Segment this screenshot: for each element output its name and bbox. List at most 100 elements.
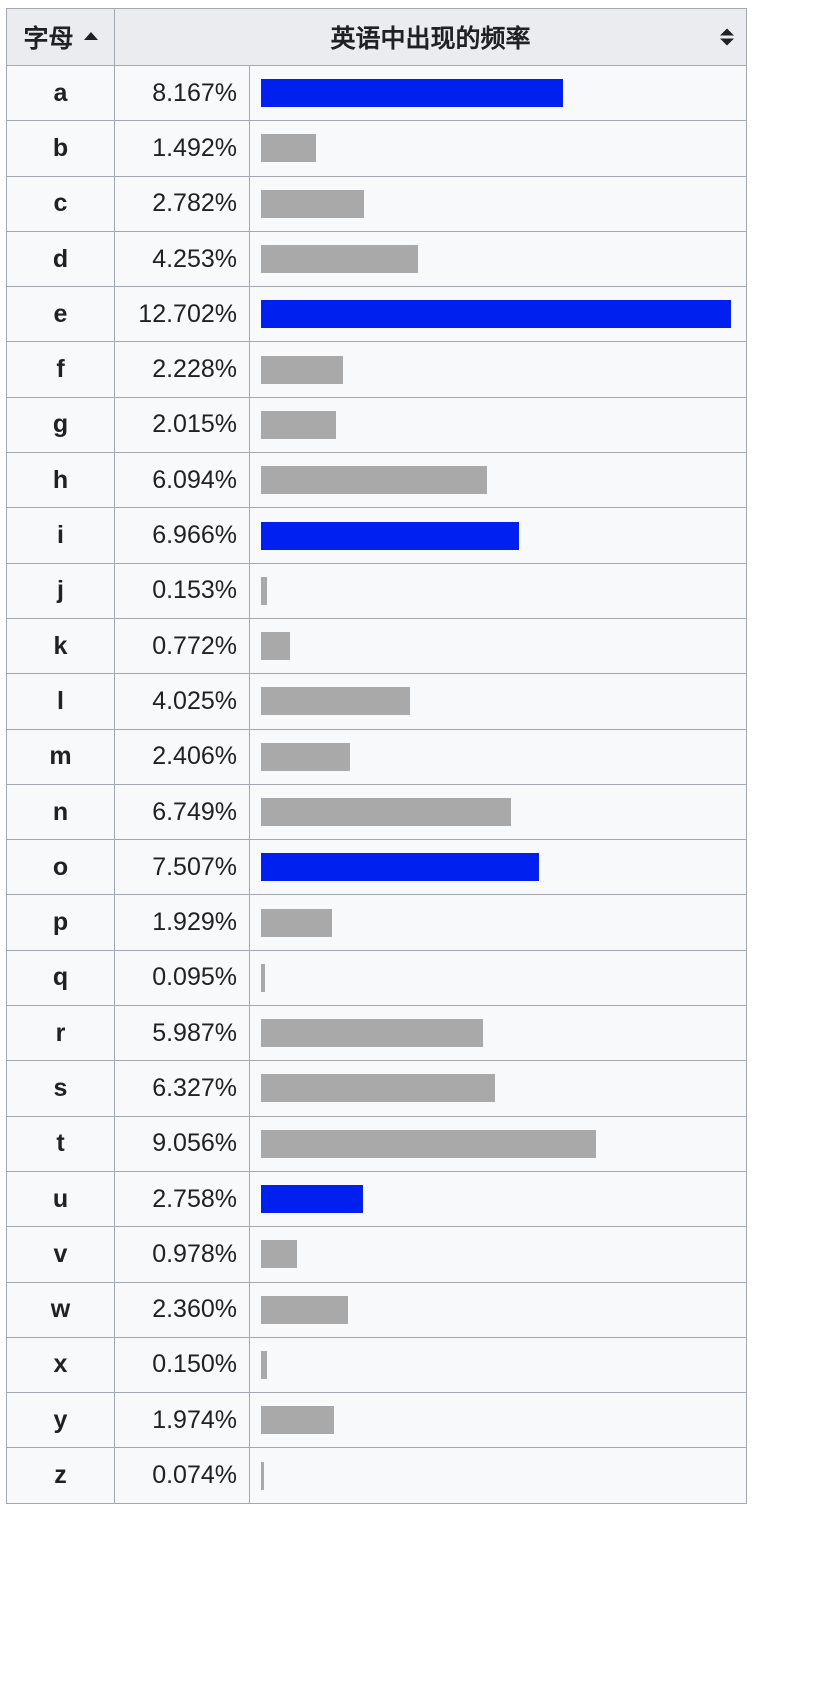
frequency-bar-b <box>261 134 317 163</box>
frequency-label: 2.015% <box>114 396 250 454</box>
bar-cell <box>248 120 748 177</box>
table-row: w 2.360% <box>6 1281 748 1338</box>
letter-header-label: 字母 <box>23 24 74 53</box>
letter-cell: f <box>6 341 115 398</box>
frequency-bar-g <box>261 410 336 439</box>
bar-cell <box>248 1170 748 1228</box>
table-row: f 2.228% <box>6 341 748 398</box>
frequency-label: 12.702% <box>114 286 250 343</box>
letter-frequency-table: 字母 英语中出现的频率 a 8.167% b 1.492% c 2.782% d 4.253%… <box>6 8 748 1504</box>
frequency-bar-n <box>261 798 511 826</box>
bar-cell <box>248 1336 748 1394</box>
frequency-bar-x <box>261 1350 267 1379</box>
frequency-bar-v <box>261 1240 298 1269</box>
table-row: c 2.782% <box>6 175 748 232</box>
frequency-label: 0.978% <box>114 1226 250 1283</box>
sort-ascending-icon[interactable] <box>83 32 98 40</box>
table-row: k 0.772% <box>6 617 748 675</box>
letter-column-header[interactable]: 字母 <box>6 8 115 66</box>
frequency-bar-w <box>261 1295 349 1324</box>
frequency-label: 6.966% <box>114 507 250 564</box>
frequency-bar-l <box>261 687 410 716</box>
table-row: r 5.987% <box>6 1005 748 1062</box>
table-row: h 6.094% <box>6 452 748 509</box>
letter-cell: m <box>6 728 115 785</box>
frequency-bar-j <box>261 576 267 605</box>
frequency-bar-y <box>261 1406 334 1435</box>
frequency-label: 1.929% <box>114 894 250 951</box>
frequency-label: 0.153% <box>114 562 250 619</box>
bar-cell <box>248 64 748 122</box>
frequency-label: 0.772% <box>114 617 250 675</box>
table-body: a 8.167% b 1.492% c 2.782% d 4.253% e 12.702% f 2.2… <box>6 64 748 1504</box>
table-row: p 1.929% <box>6 894 748 951</box>
frequency-label: 2.782% <box>114 175 250 232</box>
letter-cell: c <box>6 175 115 232</box>
bar-cell <box>248 894 748 951</box>
table-row: l 4.025% <box>6 673 748 730</box>
frequency-bar-a <box>261 79 564 108</box>
letter-cell: l <box>6 673 115 730</box>
header-row: 字母 英语中出现的频率 <box>6 8 748 66</box>
bar-cell <box>248 783 748 841</box>
bar-cell <box>248 341 748 398</box>
bar-cell <box>248 1060 748 1117</box>
letter-cell: g <box>6 396 115 454</box>
sort-toggle-icon[interactable] <box>720 28 735 46</box>
frequency-bar-t <box>261 1129 597 1158</box>
letter-cell: x <box>6 1336 115 1394</box>
bar-cell <box>248 396 748 454</box>
bar-cell <box>248 617 748 675</box>
table-row: q 0.095% <box>6 949 748 1007</box>
frequency-bar-z <box>261 1461 264 1490</box>
bar-cell <box>248 562 748 619</box>
letter-cell: s <box>6 1060 115 1117</box>
frequency-bar-q <box>261 963 265 992</box>
table-row: o 7.507% <box>6 839 748 896</box>
bar-cell <box>248 728 748 785</box>
frequency-bar-c <box>261 189 364 218</box>
table-row: i 6.966% <box>6 507 748 564</box>
letter-cell: t <box>6 1115 115 1172</box>
table-row: m 2.406% <box>6 728 748 785</box>
frequency-label: 0.074% <box>114 1447 250 1504</box>
frequency-label: 6.749% <box>114 783 250 841</box>
frequency-label: 4.025% <box>114 673 250 730</box>
frequency-label: 2.360% <box>114 1281 250 1338</box>
letter-cell: h <box>6 452 115 509</box>
frequency-bar-i <box>261 521 519 550</box>
table-row: e 12.702% <box>6 286 748 343</box>
bar-cell <box>248 1115 748 1172</box>
bar-cell <box>248 230 748 288</box>
letter-cell: v <box>6 1226 115 1283</box>
frequency-bar-f <box>261 355 344 384</box>
frequency-bar-d <box>261 245 419 274</box>
table-row: t 9.056% <box>6 1115 748 1172</box>
frequency-bar-e <box>261 300 731 329</box>
letter-cell: y <box>6 1392 115 1449</box>
table-row: u 2.758% <box>6 1170 748 1228</box>
frequency-label: 6.327% <box>114 1060 250 1117</box>
table-row: v 0.978% <box>6 1226 748 1283</box>
frequency-bar-h <box>261 466 487 495</box>
letter-cell: p <box>6 894 115 951</box>
table-row: s 6.327% <box>6 1060 748 1117</box>
frequency-label: 4.253% <box>114 230 250 288</box>
table-row: d 4.253% <box>6 230 748 288</box>
frequency-bar-p <box>261 908 333 937</box>
letter-cell: q <box>6 949 115 1007</box>
letter-cell: j <box>6 562 115 619</box>
letter-cell: e <box>6 286 115 343</box>
letter-cell: o <box>6 839 115 896</box>
letter-cell: u <box>6 1170 115 1228</box>
bar-cell <box>248 175 748 232</box>
table-row: y 1.974% <box>6 1392 748 1449</box>
frequency-label: 2.406% <box>114 728 250 785</box>
frequency-column-header[interactable]: 英语中出现的频率 <box>113 8 748 66</box>
frequency-bar-m <box>261 742 350 771</box>
bar-cell <box>248 452 748 509</box>
frequency-label: 8.167% <box>114 64 250 122</box>
bar-cell <box>248 949 748 1007</box>
table-row: b 1.492% <box>6 120 748 177</box>
letter-cell: z <box>6 1447 115 1504</box>
